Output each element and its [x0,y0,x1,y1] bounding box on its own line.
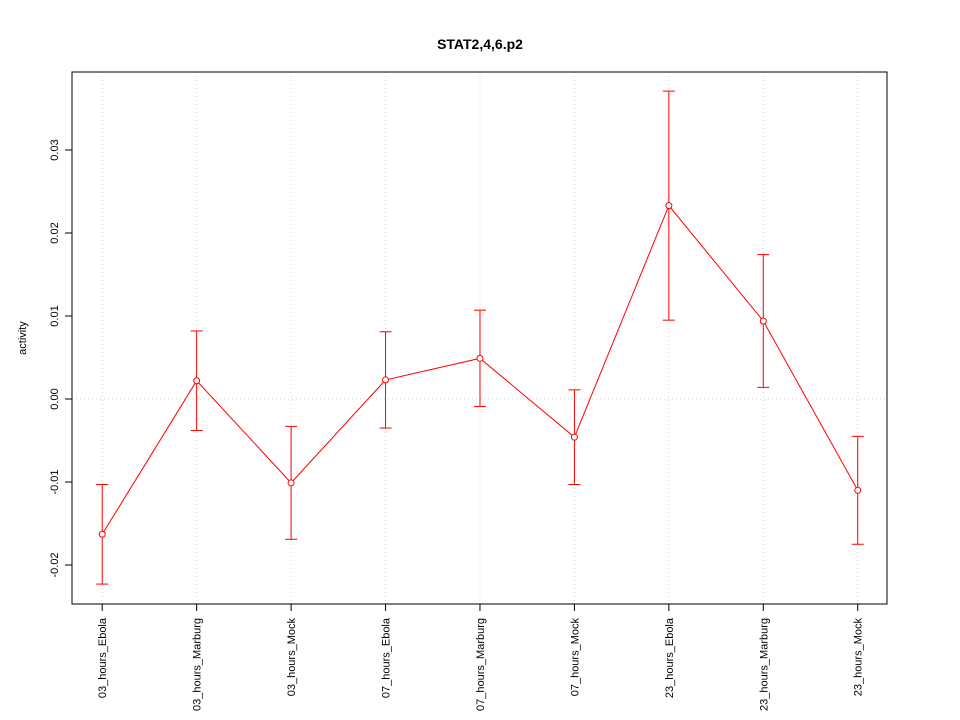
data-point [759,317,767,325]
data-point [570,433,578,441]
y-tick-label: 0.03 [49,139,61,160]
chart-title: STAT2,4,6.p2 [437,36,523,52]
y-tick-label: 0.02 [49,222,61,243]
y-tick-label: -0.01 [49,469,61,494]
x-tick-label: 07_hours_Ebola [381,617,393,698]
data-point [98,530,106,538]
y-tick-label: -0.02 [49,552,61,577]
x-tick-label: 23_hours_Ebola [664,617,676,698]
x-tick-label: 03_hours_Marburg [192,618,204,711]
data-point [665,202,673,210]
data-point [476,354,484,362]
y-tick-label: 0.00 [49,388,61,409]
y-axis-label: activity [17,321,29,355]
x-tick-label: 03_hours_Ebola [97,617,109,698]
x-tick-label: 07_hours_Marburg [475,618,487,711]
x-tick-label: 07_hours_Mock [569,618,581,697]
data-point [287,479,295,487]
x-tick-label: 23_hours_Marburg [758,618,770,711]
y-tick-label: 0.01 [49,305,61,326]
data-point [193,377,201,385]
plot-frame [71,71,888,605]
x-tick-label: 03_hours_Mock [286,618,298,697]
x-tick-label: 23_hours_Mock [853,618,865,697]
data-point [854,486,862,494]
data-point [382,376,390,384]
